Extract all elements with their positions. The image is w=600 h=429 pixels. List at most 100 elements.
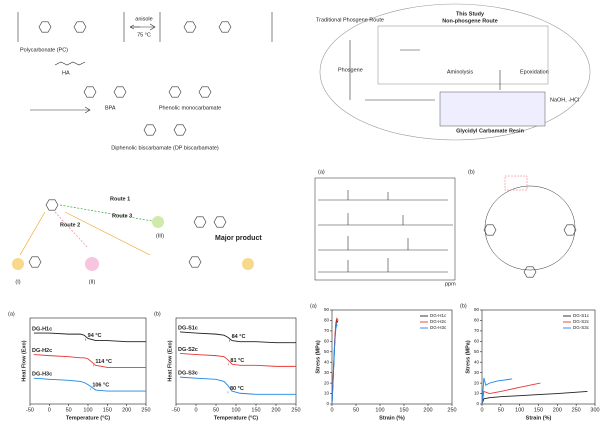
epoxidation: Epoxidation [520, 69, 549, 75]
x-tick-label: 150 [399, 407, 408, 413]
major-product: Major product [215, 235, 262, 242]
panel-label: (a) [8, 311, 15, 317]
y-tick-label: 40 [324, 359, 330, 364]
x-tick-label: -50 [172, 407, 180, 413]
reactant: Polycarbonate (PC) [20, 47, 68, 53]
y-tick-label: 60 [474, 339, 480, 344]
series-line [331, 323, 338, 405]
legend-label: DG-S2c [573, 319, 590, 324]
legend-label: DG-H1c [430, 313, 447, 318]
series-line [481, 377, 513, 405]
x-tick-label: 50 [66, 407, 72, 413]
x-tick-label: 100 [515, 407, 524, 413]
x-tick-label: 50 [498, 407, 504, 413]
x-tick-label: 150 [534, 407, 543, 413]
panel-label: (b) [154, 311, 161, 317]
y-axis-label: Stress (MPa) [465, 340, 471, 373]
series-line [33, 377, 146, 392]
y-tick-label: 90 [324, 307, 330, 312]
series-label: DG-S2c [178, 347, 198, 353]
x-tick-label: 200 [271, 407, 280, 413]
legend-label: DG-S1c [573, 313, 590, 318]
panel-label: (a) [318, 169, 325, 175]
route2: Route 2 [60, 222, 80, 228]
temperature: 75 °C [137, 32, 151, 38]
legend-label: DG-H2c [430, 319, 447, 324]
series-label: DG-H1c [32, 327, 52, 333]
amine: HA [62, 70, 70, 76]
x-tick-label: 250 [447, 407, 456, 413]
x-axis-label: Temperature (°C) [66, 415, 110, 421]
y-axis-label: Heat Flow (Exo) [167, 340, 173, 381]
plot-frame [331, 309, 453, 405]
route3: Route 3 [112, 213, 132, 219]
tg-label: 114 °C [95, 359, 112, 365]
phosgene: Phosgene [338, 67, 363, 73]
x-tick-label: 250 [572, 407, 581, 413]
x-tick-label: 150 [103, 407, 112, 413]
y-tick-label: 0 [476, 401, 479, 406]
panel-label: (b) [468, 169, 475, 175]
panel-label: (b) [460, 303, 467, 309]
y-tick-label: 10 [324, 391, 330, 396]
scheme-routes-overview: Traditional Phosgene Route This Study No… [316, 3, 591, 141]
traditional: Traditional Phosgene Route [316, 17, 384, 23]
y-tick-label: 50 [324, 349, 330, 354]
y-tick-label: 50 [474, 349, 480, 354]
series-line [481, 382, 541, 405]
product-bpa: BPA [105, 105, 116, 111]
y-tick-label: 20 [324, 380, 330, 385]
y-tick-label: 0 [326, 401, 329, 406]
y-tick-label: 60 [324, 339, 330, 344]
x-tick-label: 150 [251, 407, 260, 413]
x-tick-label: 250 [141, 407, 150, 413]
x-tick-label: 200 [423, 407, 432, 413]
x-axis-label: Temperature (°C) [214, 415, 258, 421]
product-III: (III) [156, 233, 164, 239]
x-tick-label: 50 [213, 407, 219, 413]
x-tick-label: 100 [83, 407, 92, 413]
x-axis-label: Strain (%) [379, 415, 405, 421]
x-tick-label: 100 [231, 407, 240, 413]
x-tick-label: 0 [480, 407, 483, 413]
series-line [481, 391, 588, 405]
series-label: DG-H2c [32, 348, 52, 354]
x-tick-label: 0 [330, 407, 333, 413]
y-tick-label: 70 [474, 328, 480, 333]
x-axis-label: Strain (%) [526, 415, 552, 421]
series-line [33, 354, 146, 368]
y-tick-label: 80 [324, 318, 330, 323]
y-axis-label: Heat Flow (Exo) [21, 340, 27, 381]
series-line [179, 353, 296, 367]
mechanism-panel: (b) [468, 169, 577, 278]
resin: Glycidyl Carbamate Resin [456, 128, 525, 134]
study-route: Non-phosgene Route [442, 18, 498, 24]
ppm-label: ppm [445, 281, 456, 287]
product-II: (II) [89, 279, 96, 285]
solvent: anisole [135, 16, 152, 22]
x-tick-label: 100 [375, 407, 384, 413]
tg-label: 81 °C [230, 358, 244, 364]
aminolysis: Aminolysis [447, 69, 474, 75]
tg-label: 106 °C [92, 383, 109, 389]
x-tick-label: 300 [590, 407, 599, 413]
x-tick-label: 200 [122, 407, 131, 413]
x-tick-label: 0 [48, 407, 51, 413]
x-tick-label: 0 [194, 407, 197, 413]
series-line [179, 331, 296, 344]
y-tick-label: 30 [474, 370, 480, 375]
panel-label: (a) [310, 303, 317, 309]
legend-label: DG-H3c [430, 325, 447, 330]
series-label: DG-H3c [32, 372, 52, 378]
y-tick-label: 70 [324, 328, 330, 333]
legend-label: DG-S3c [573, 325, 590, 330]
scheme-aminolysis: Polycarbonate (PC) anisole 75 °C HA BPA … [17, 12, 273, 151]
y-axis-label: Stress (MPa) [315, 340, 321, 373]
study: This Study [456, 11, 485, 17]
route1: Route 1 [110, 196, 130, 202]
nmr-panel: (a) ppm [314, 169, 456, 287]
base: NaOH, -HCl [550, 97, 579, 103]
y-tick-label: 20 [474, 380, 480, 385]
series-line [33, 332, 146, 343]
